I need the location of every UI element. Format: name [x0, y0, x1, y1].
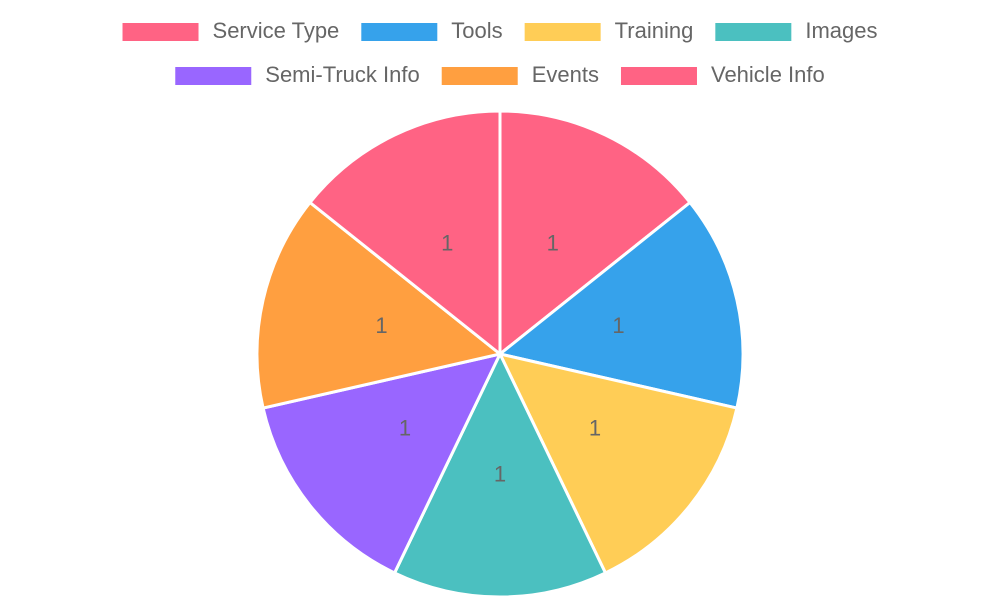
legend-item: Semi-Truck Info — [175, 62, 420, 87]
legend-swatch — [361, 23, 438, 41]
legend-swatch — [175, 67, 252, 85]
pie-slice — [497, 351, 739, 575]
legend-label: Vehicle Info — [711, 62, 825, 87]
legend-label: Images — [805, 18, 877, 43]
legend-item: Tools — [361, 18, 503, 43]
data-label: 1 — [547, 230, 559, 255]
legend-swatch — [441, 67, 518, 85]
legend-item: Images — [715, 18, 877, 43]
data-label: 1 — [375, 313, 387, 338]
legend-item: Vehicle Info — [620, 62, 825, 87]
pie-slice — [392, 350, 608, 599]
legend-label: Semi-Truck Info — [265, 62, 419, 87]
data-label: 1 — [612, 313, 624, 338]
legend-item: Training — [524, 18, 694, 43]
legend-label: Tools — [451, 18, 502, 43]
legend-swatch — [122, 23, 199, 41]
pie-slice — [261, 351, 503, 575]
legend-swatch — [715, 23, 792, 41]
legend-item: Events — [441, 62, 599, 87]
legend-label: Service Type — [213, 18, 340, 43]
data-label: 1 — [494, 461, 506, 486]
pie-slice — [498, 109, 693, 358]
pie-slice — [255, 200, 504, 410]
legend-label: Training — [615, 18, 694, 43]
data-label: 1 — [399, 416, 411, 441]
legend-swatch — [524, 23, 601, 41]
legend-swatch — [620, 67, 697, 85]
legend-label: Events — [532, 62, 599, 87]
data-label: 1 — [589, 416, 601, 441]
pie-slice — [496, 200, 745, 410]
legend-item: Service Type — [122, 18, 340, 43]
pie-slice — [307, 109, 502, 358]
data-label: 1 — [441, 230, 453, 255]
